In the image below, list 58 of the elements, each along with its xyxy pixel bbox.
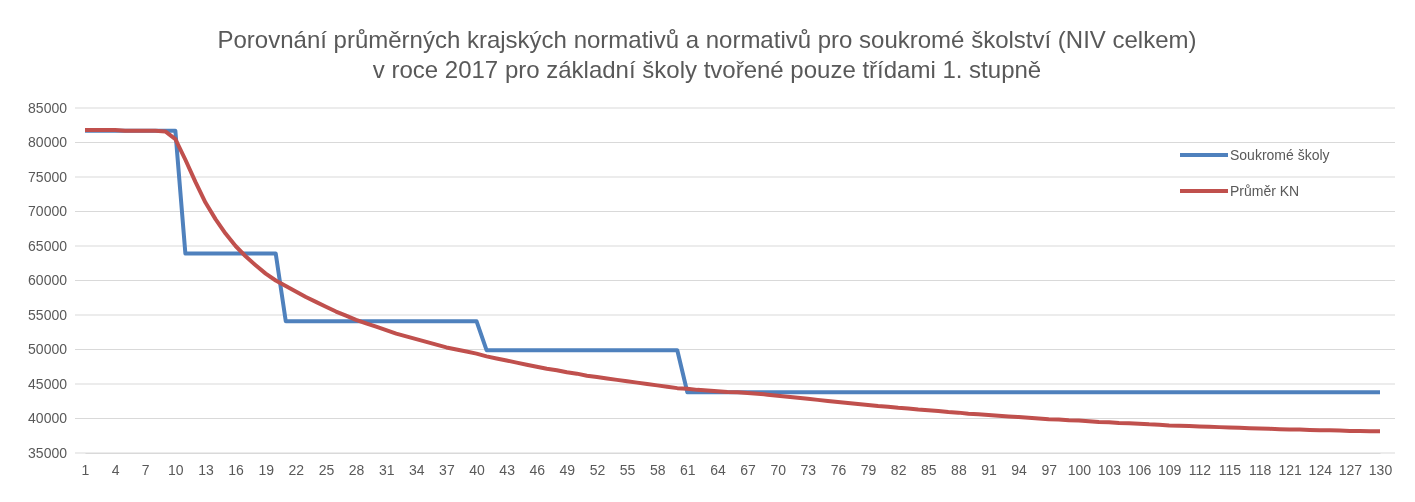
x-tick-label: 70 [770, 461, 787, 478]
x-tick-label: 40 [469, 461, 486, 478]
x-tick-label: 109 [1158, 461, 1182, 478]
x-tick-label: 1 [81, 461, 90, 478]
y-tick-label: 45000 [28, 375, 68, 392]
x-tick-label: 49 [559, 461, 576, 478]
x-tick-label: 10 [168, 461, 184, 478]
x-tick-label: 43 [499, 461, 516, 478]
y-tick-label: 70000 [28, 203, 68, 220]
y-tick-label: 80000 [28, 134, 68, 151]
legend-label: Průměr KN [1230, 183, 1300, 199]
x-tick-label: 64 [710, 461, 726, 478]
x-tick-label: 13 [198, 461, 214, 478]
x-tick-label: 118 [1248, 461, 1272, 478]
x-tick-label: 76 [830, 461, 847, 478]
y-tick-label: 85000 [28, 99, 68, 116]
x-tick-label: 73 [800, 461, 817, 478]
x-tick-label: 58 [649, 461, 666, 478]
x-tick-label: 25 [318, 461, 335, 478]
chart-title: Porovnání průměrných krajských normativů a normativů pro soukromé školství (NIV celkem) v roce 2017 pro základní školy tvořené pouze třídami 1. stupně [217, 26, 1197, 83]
x-tick-label: 127 [1338, 461, 1363, 478]
x-tick-label: 124 [1308, 461, 1333, 478]
x-tick-label: 88 [951, 461, 967, 478]
x-tick-label: 115 [1218, 461, 1242, 478]
legend-label: Soukromé školy [1230, 147, 1330, 163]
x-tick-label: 46 [529, 461, 546, 478]
x-tick-label: 94 [1011, 461, 1028, 478]
x-tick-label: 4 [111, 461, 120, 478]
x-tick-label: 97 [1041, 461, 1058, 478]
x-tick-label: 67 [740, 461, 757, 478]
x-tick-label: 28 [348, 461, 365, 478]
x-tick-label: 130 [1368, 461, 1393, 478]
y-tick-label: 65000 [28, 237, 68, 254]
y-tick-label: 60000 [28, 272, 68, 289]
x-tick-label: 100 [1067, 461, 1092, 478]
x-tick-label: 7 [141, 461, 150, 478]
x-tick-label: 103 [1097, 461, 1122, 478]
y-tick-label: 55000 [28, 306, 68, 323]
x-tick-label: 82 [890, 461, 907, 478]
x-tick-label: 34 [408, 461, 425, 478]
y-tick-label: 50000 [28, 341, 68, 358]
x-tick-label: 55 [619, 461, 636, 478]
x-tick-label: 91 [981, 461, 997, 478]
y-tick-label: 40000 [28, 410, 68, 427]
x-tick-label: 16 [228, 461, 245, 478]
x-tick-label: 106 [1127, 461, 1152, 478]
x-tick-label: 19 [258, 461, 275, 478]
x-tick-label: 121 [1278, 461, 1303, 478]
x-tick-label: 85 [920, 461, 937, 478]
x-tick-label: 112 [1188, 461, 1212, 478]
y-tick-label: 35000 [28, 444, 68, 461]
y-tick-label: 75000 [28, 168, 68, 185]
x-tick-label: 52 [589, 461, 606, 478]
x-tick-label: 79 [860, 461, 877, 478]
x-tick-label: 22 [288, 461, 305, 478]
x-tick-label: 61 [680, 461, 696, 478]
x-tick-label: 31 [378, 461, 395, 478]
x-tick-label: 37 [439, 461, 455, 478]
